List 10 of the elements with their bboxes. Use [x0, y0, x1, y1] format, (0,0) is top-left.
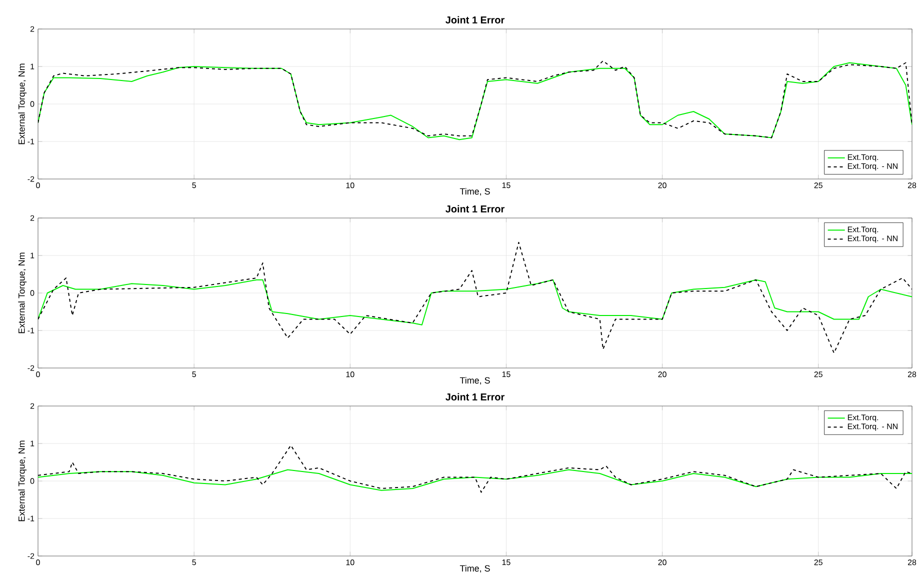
y-axis-title: External Torque, Nm [18, 440, 27, 522]
y-axis-title: External Torque, Nm [18, 252, 27, 334]
x-axis-title: Time, S [460, 565, 490, 573]
x-axis-title: Time, S [460, 188, 490, 196]
line-series [38, 469, 912, 491]
chart-title: Joint 1 Error [446, 16, 504, 24]
chart-title: Joint 1 Error [446, 205, 504, 212]
y-axis-title: External Torque, Nm [18, 64, 27, 144]
chart-title: Joint 1 Error [446, 393, 504, 400]
x-axis-title: Time, S [460, 376, 490, 385]
